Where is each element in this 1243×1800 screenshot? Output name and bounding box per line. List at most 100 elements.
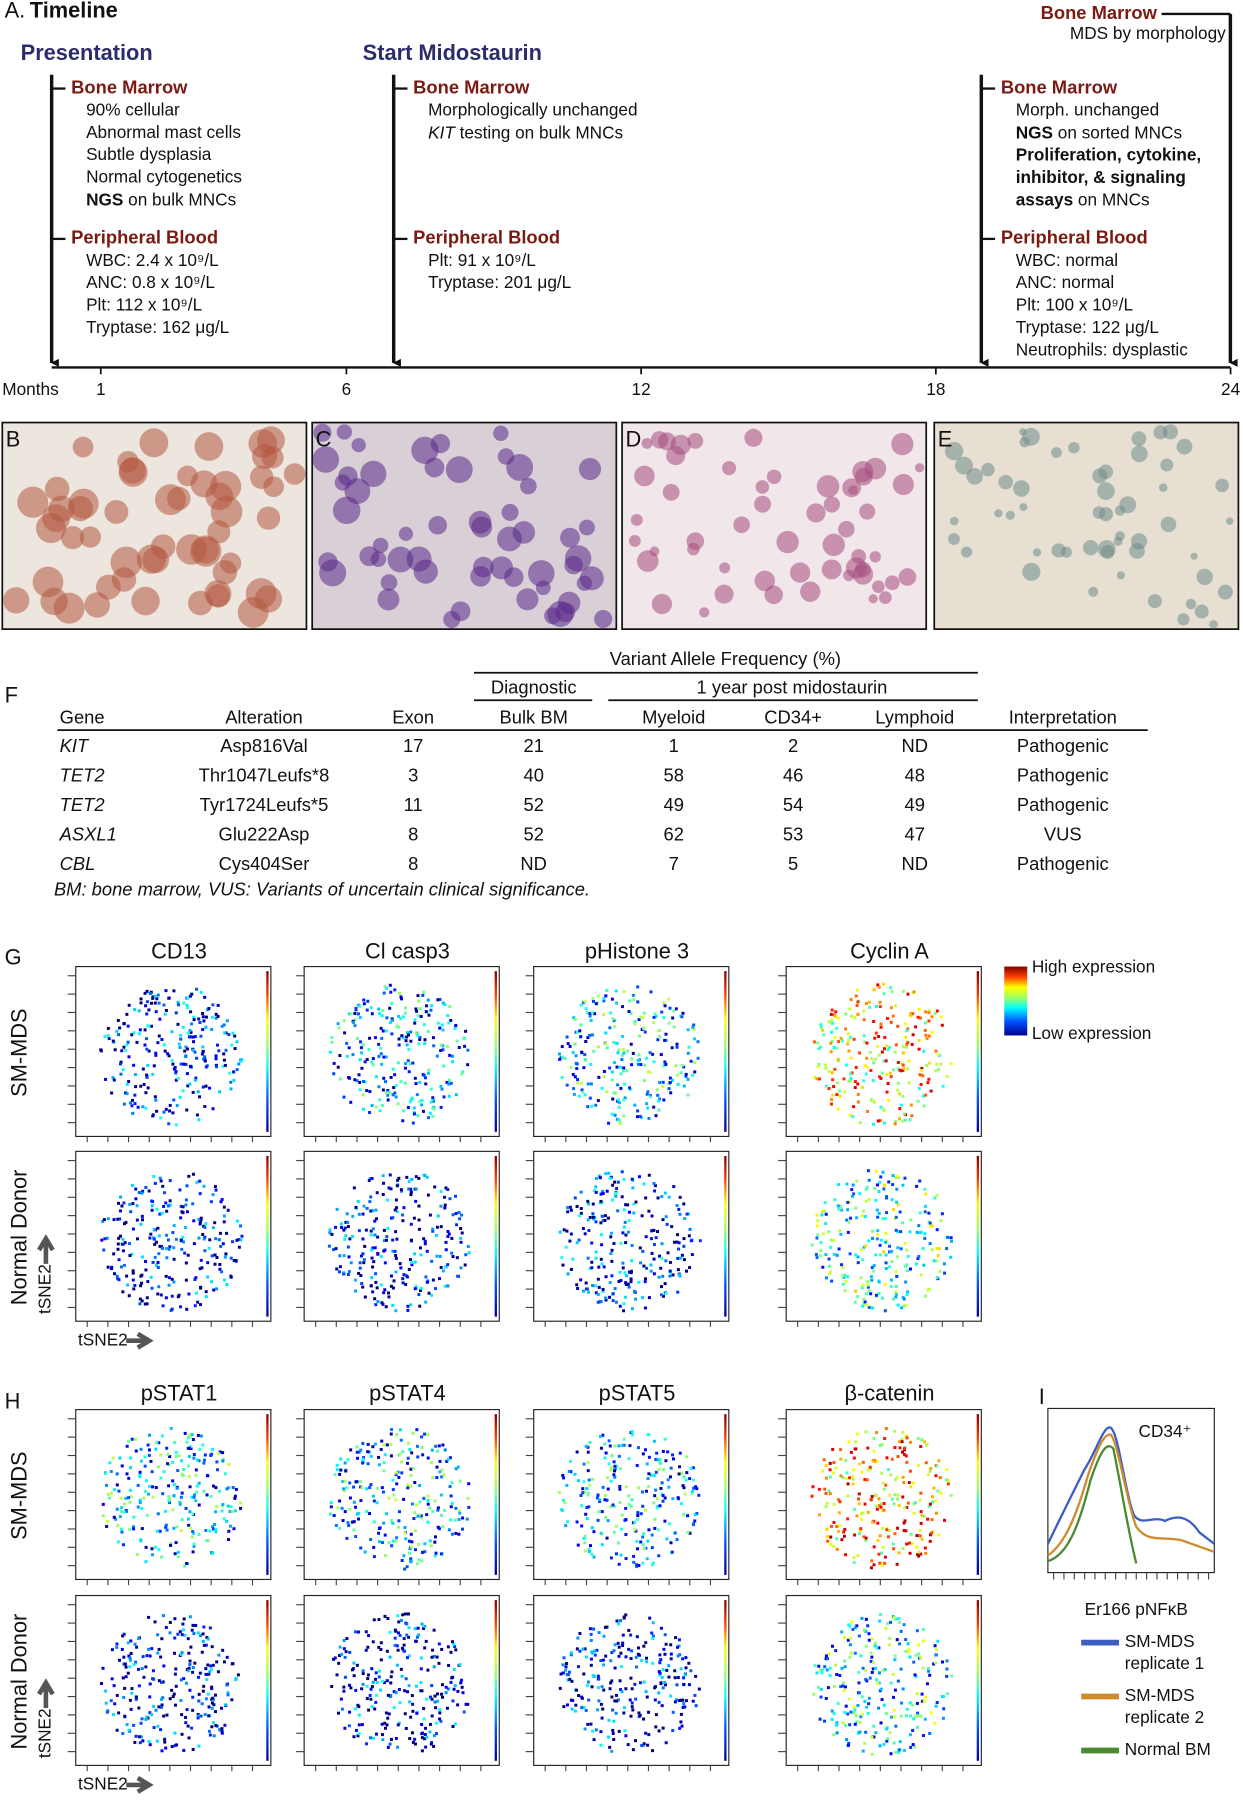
cell-dot (137, 1506, 140, 1509)
cell-dot (334, 1226, 337, 1229)
cell-dot (374, 1209, 377, 1212)
cell-dot (167, 1453, 170, 1456)
cell-dot (202, 1685, 205, 1688)
cell-dot (145, 1037, 148, 1040)
cell-dot (585, 1445, 588, 1448)
table-cell: Glu222Asp (219, 824, 310, 845)
cell-dot (826, 1668, 829, 1671)
cell-dot (849, 1036, 852, 1039)
cell-dot (113, 1488, 116, 1491)
cell-dot (893, 1715, 896, 1718)
cell-dot (840, 1209, 843, 1212)
cell-dot (396, 1746, 399, 1749)
cell-dot (424, 1733, 427, 1736)
cell-dot (361, 1093, 364, 1096)
cell-dot (615, 990, 618, 993)
cell-dot (395, 1482, 398, 1485)
cell-dot (877, 1035, 880, 1038)
cell-dot (146, 990, 149, 993)
cell-dot (177, 1555, 180, 1558)
cell-dot (403, 1531, 406, 1534)
cell-dot (385, 1239, 388, 1242)
cell-dot (894, 1122, 897, 1125)
cell-dot (612, 1732, 615, 1735)
cell-dot (165, 1256, 168, 1259)
cell-dot (123, 1687, 126, 1690)
cell-dot (947, 1482, 950, 1485)
cell-dot (946, 1692, 949, 1695)
cell-dot (950, 1236, 953, 1239)
cell-dot (642, 1182, 645, 1185)
cell-dot (875, 1294, 878, 1297)
cell (104, 500, 128, 524)
cell-dot (117, 1248, 120, 1251)
cell-dot (617, 1181, 620, 1184)
cell-dot (861, 1086, 864, 1089)
cell-dot (572, 1073, 575, 1076)
marker-title: Cyclin A (850, 939, 929, 964)
cell-dot (618, 1118, 621, 1121)
cell-dot (871, 1306, 874, 1309)
cell-dot (348, 1046, 351, 1049)
cell-dot (678, 1653, 681, 1656)
cell-dot (621, 1231, 624, 1234)
cell-dot (454, 1507, 457, 1510)
cell-dot (854, 1440, 857, 1443)
cell-dot (145, 1546, 148, 1549)
cell-dot (389, 1631, 392, 1634)
cell (73, 437, 94, 458)
cell-dot (353, 1186, 356, 1189)
cell-dot (373, 1707, 376, 1710)
cell-dot (583, 1463, 586, 1466)
cell-dot (642, 1452, 645, 1455)
cell-dot (600, 1233, 603, 1236)
cell-dot (330, 1505, 333, 1508)
cell-dot (580, 1525, 583, 1528)
cell-dot (353, 1012, 356, 1015)
cell-dot (684, 1673, 687, 1676)
cell-dot (623, 1302, 626, 1305)
cell-dot (172, 989, 175, 992)
cell-dot (664, 1459, 667, 1462)
cell-dot (398, 1044, 401, 1047)
cell-dot (171, 1461, 174, 1464)
cell-dot (187, 1464, 190, 1467)
cell-dot (359, 1040, 362, 1043)
cell-dot (574, 1710, 577, 1713)
cell-dot (344, 1676, 347, 1679)
cell (378, 589, 400, 611)
cell (961, 546, 972, 557)
cell-dot (158, 1035, 161, 1038)
cell-dot (587, 1451, 590, 1454)
cell-dot (894, 1751, 897, 1754)
cell-dot (154, 1709, 157, 1712)
cell-dot (144, 1107, 147, 1110)
cell-dot (141, 1215, 144, 1218)
cell-dot (600, 1243, 603, 1246)
cell-dot (601, 1087, 604, 1090)
tsne-plot (296, 1410, 499, 1586)
cell-dot (580, 1004, 583, 1007)
table-cell: Thr1047Leufs*8 (199, 765, 330, 786)
cell-dot (631, 1430, 634, 1433)
cell-dot (898, 1069, 901, 1072)
cell-dot (418, 1081, 421, 1084)
cell-dot (880, 1506, 883, 1509)
cell-dot (887, 1082, 890, 1085)
panel-label: E (938, 427, 953, 452)
cell-dot (668, 1196, 671, 1199)
cell-dot (832, 1733, 835, 1736)
cell-dot (620, 1528, 623, 1531)
cell-dot (189, 995, 192, 998)
cell-dot (833, 1521, 836, 1524)
cell-dot (672, 1185, 675, 1188)
cell-dot (615, 1552, 618, 1555)
cell-dot (438, 1470, 441, 1473)
cell-dot (846, 1208, 849, 1211)
cell-dot (223, 1279, 226, 1282)
cell-dot (919, 1499, 922, 1502)
cell-dot (348, 1481, 351, 1484)
cell-dot (426, 1433, 429, 1436)
cell-dot (624, 1518, 627, 1521)
cell-dot (444, 1204, 447, 1207)
